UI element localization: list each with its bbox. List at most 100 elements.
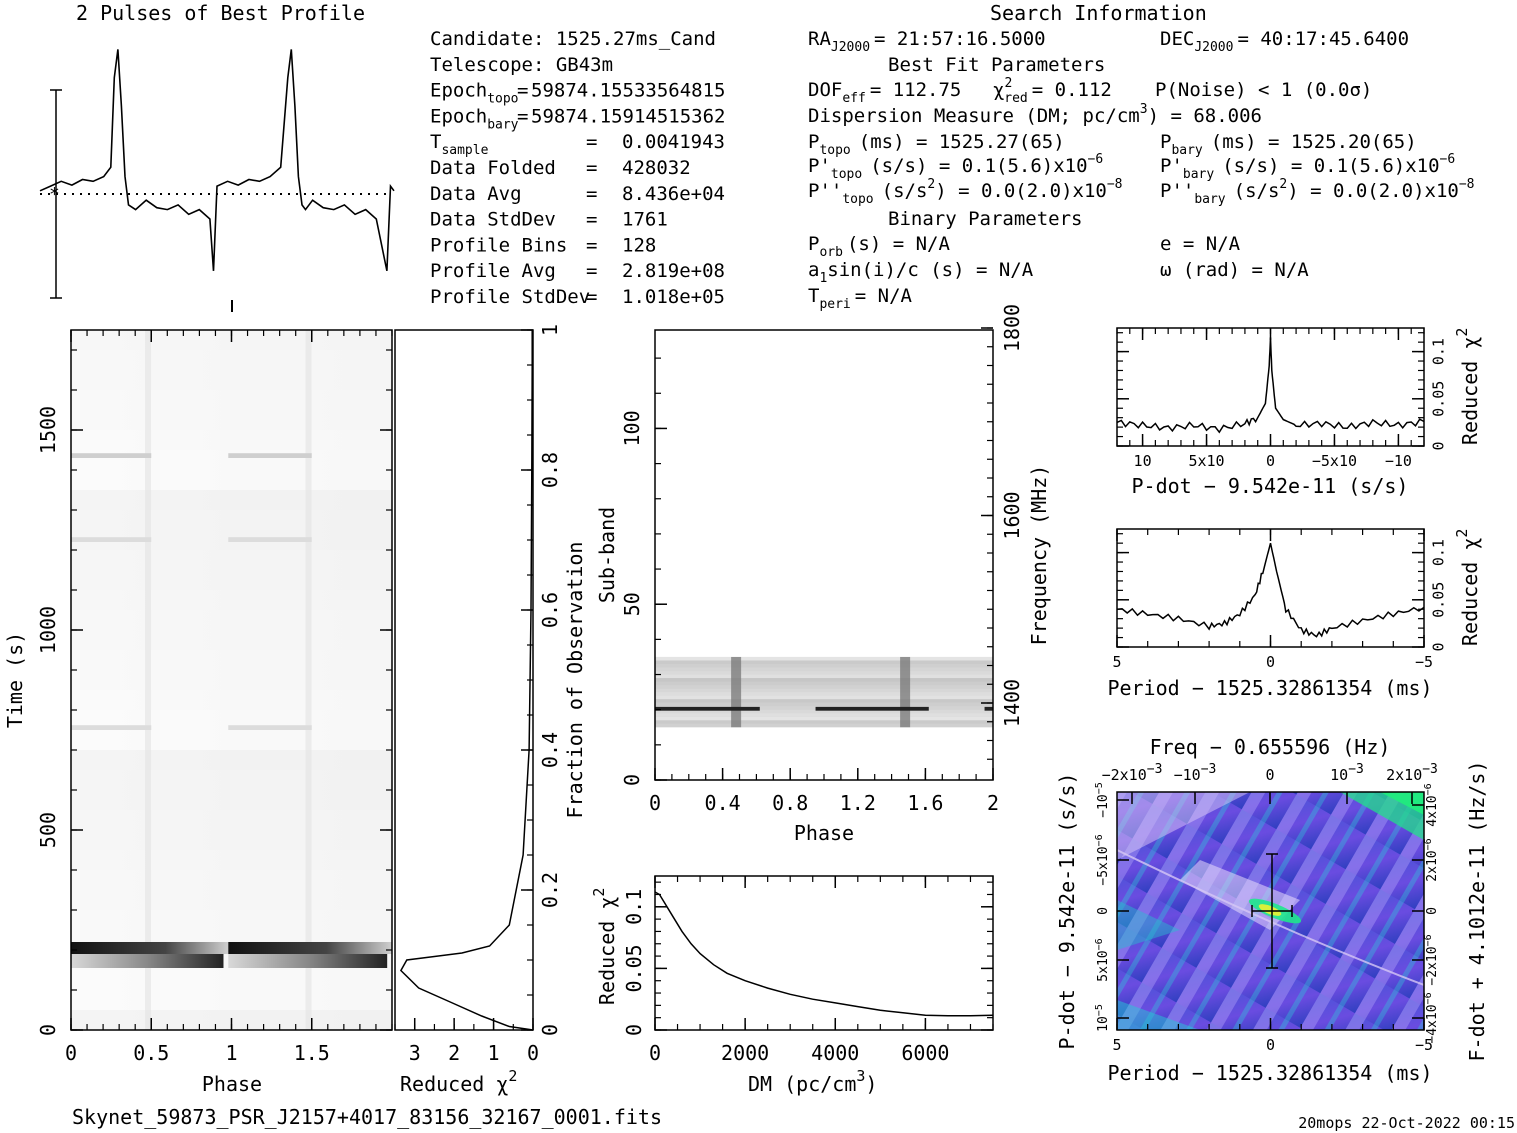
info-value: 428032 xyxy=(622,157,691,179)
time-row xyxy=(71,710,392,730)
profile-panel: * xyxy=(39,49,395,312)
info-eq: = xyxy=(586,131,597,153)
tick-label: −2x10−6 xyxy=(1423,934,1440,985)
tick-label: 1.5 xyxy=(294,1041,330,1065)
omega-line: ω (rad) = N/A xyxy=(1160,259,1309,281)
tick-label: 3 xyxy=(409,1041,421,1065)
chi2-dm-xlabel: DM (pc/cm3) xyxy=(748,1067,877,1096)
period-pdot-panel: 5 0 −5 −2x10−3 −10−3 0 10−3 2x10−3 10−5 5x10−6 0 −5… xyxy=(1055,735,1489,1085)
time-row xyxy=(71,770,392,790)
faint-band xyxy=(228,725,312,730)
time-row xyxy=(71,650,392,670)
info-line: Tsample xyxy=(430,131,489,158)
tick-label: 0.1 xyxy=(1430,338,1448,365)
tick-label: 0 xyxy=(65,1041,77,1065)
time-row xyxy=(71,850,392,870)
chi2-dm-ylabel: Reduced χ2 xyxy=(590,888,619,1005)
faint-band xyxy=(228,453,312,458)
info-line: Profile Avg xyxy=(430,260,556,282)
subband-row xyxy=(655,663,993,668)
info-line: Epochtopo xyxy=(430,80,519,107)
time-row xyxy=(71,570,392,590)
tick-label: 5x10−6 xyxy=(1094,938,1111,981)
tick-label: −10−3 xyxy=(1174,762,1217,784)
subband-row xyxy=(655,671,993,675)
info-line: Epochbary xyxy=(430,105,519,132)
profile-line xyxy=(39,49,395,272)
period-pdot-y2label: F-dot + 4.1012e-11 (Hz/s) xyxy=(1465,760,1489,1061)
tick-label: 1 xyxy=(488,1041,500,1065)
tick-label: 1.2 xyxy=(840,791,876,815)
time-row xyxy=(71,910,392,930)
period-pdot-ylabel: P-dot − 9.542e-11 (s/s) xyxy=(1055,773,1079,1050)
info-line: Candidate: 1525.27ms_Cand xyxy=(430,28,716,50)
faint-band xyxy=(71,537,152,542)
info-eq: = xyxy=(517,105,528,127)
subband-row xyxy=(655,667,993,672)
subband-y2label: Frequency (MHz) xyxy=(1027,465,1051,646)
tperi-line: Tperi = N/A xyxy=(808,285,913,312)
faint-band xyxy=(71,453,152,458)
time-row xyxy=(71,510,392,530)
info-value: 128 xyxy=(622,234,656,256)
chi2-time-xlabel: Reduced χ2 xyxy=(400,1067,517,1096)
info-line: Data Folded xyxy=(430,157,556,179)
chi2-time-line xyxy=(399,330,534,1031)
tick-label: 0.1 xyxy=(1430,539,1448,566)
tick-label: 0 xyxy=(1266,452,1275,470)
time-row xyxy=(71,830,392,850)
tick-label: 2 xyxy=(448,1041,460,1065)
info-line: Telescope: GB43m xyxy=(430,54,613,76)
info-value: 59874.15533564815 xyxy=(531,80,725,102)
tick-label: 0 xyxy=(538,1024,562,1036)
tick-label: 50 xyxy=(620,592,644,616)
subband-row xyxy=(655,674,993,679)
period-pdot-map xyxy=(1117,792,1424,1030)
tick-label: 1800 xyxy=(1000,304,1024,352)
binary-title: Binary Parameters xyxy=(888,208,1082,230)
pddot-topo-line: P''topo (s/s2) = 0.0(2.0)x10−8 xyxy=(808,177,1122,207)
best-fit-title: Best Fit Parameters xyxy=(888,54,1105,76)
tick-label: 0.05 xyxy=(622,944,646,992)
tick-label: −5 xyxy=(1415,1036,1433,1054)
tick-label: 6000 xyxy=(901,1041,949,1065)
tick-label: 0 xyxy=(1266,653,1275,671)
time-row xyxy=(71,870,392,890)
time-row xyxy=(71,350,392,370)
time-row xyxy=(71,370,392,390)
faint-band xyxy=(228,537,312,542)
p-bary-line: Pbary (ms) = 1525.20(65) xyxy=(1160,131,1417,158)
dark-band xyxy=(71,954,224,968)
tick-label: 1 xyxy=(225,1041,237,1065)
time-row xyxy=(71,390,392,410)
tick-label: −5x10 xyxy=(1312,452,1357,470)
time-row xyxy=(71,470,392,490)
time-row xyxy=(71,750,392,770)
chi2-time-ylabel: Fraction of Observation xyxy=(563,542,587,819)
tick-label: 1600 xyxy=(1000,491,1024,539)
tick-label: 10−3 xyxy=(1330,762,1364,784)
pddot-bary-line: P''bary (s/s2) = 0.0(2.0)x10−8 xyxy=(1160,177,1474,207)
tick-label: 0 xyxy=(1430,441,1448,450)
subband-row xyxy=(655,723,993,728)
tick-label: 0 xyxy=(622,1024,646,1036)
time-phase-panel: 0 0.5 1 1.5 0 500 1000 1500 Phase Time (s) xyxy=(3,329,393,1096)
subband-row xyxy=(655,699,993,703)
pulse-column xyxy=(900,656,911,728)
tick-label: 0 xyxy=(1266,1036,1275,1054)
tick-label: 0 xyxy=(1265,766,1274,784)
info-eq: = xyxy=(586,234,597,256)
subband-row xyxy=(655,685,993,689)
info-line: Profile StdDev xyxy=(430,286,590,308)
pulse-column xyxy=(731,656,742,728)
tick-label: 4000 xyxy=(811,1041,859,1065)
chi2-pdot-xlabel: P-dot − 9.542e-11 (s/s) xyxy=(1132,474,1409,498)
chi2-line: χ2 red = 0.112 xyxy=(993,76,1112,106)
subband-panel: 0 0.4 0.8 1.2 1.6 2 0 50 100 1400 1600 1800 Phase S… xyxy=(595,304,1051,845)
info-value: 0.0041943 xyxy=(622,131,725,153)
p-topo-line: Ptopo (ms) = 1525.27(65) xyxy=(808,131,1065,158)
subband-row xyxy=(655,688,993,693)
pnoise-line: P(Noise) < 1 (0.0σ) xyxy=(1155,79,1372,101)
tick-label: 0.6 xyxy=(538,592,562,628)
